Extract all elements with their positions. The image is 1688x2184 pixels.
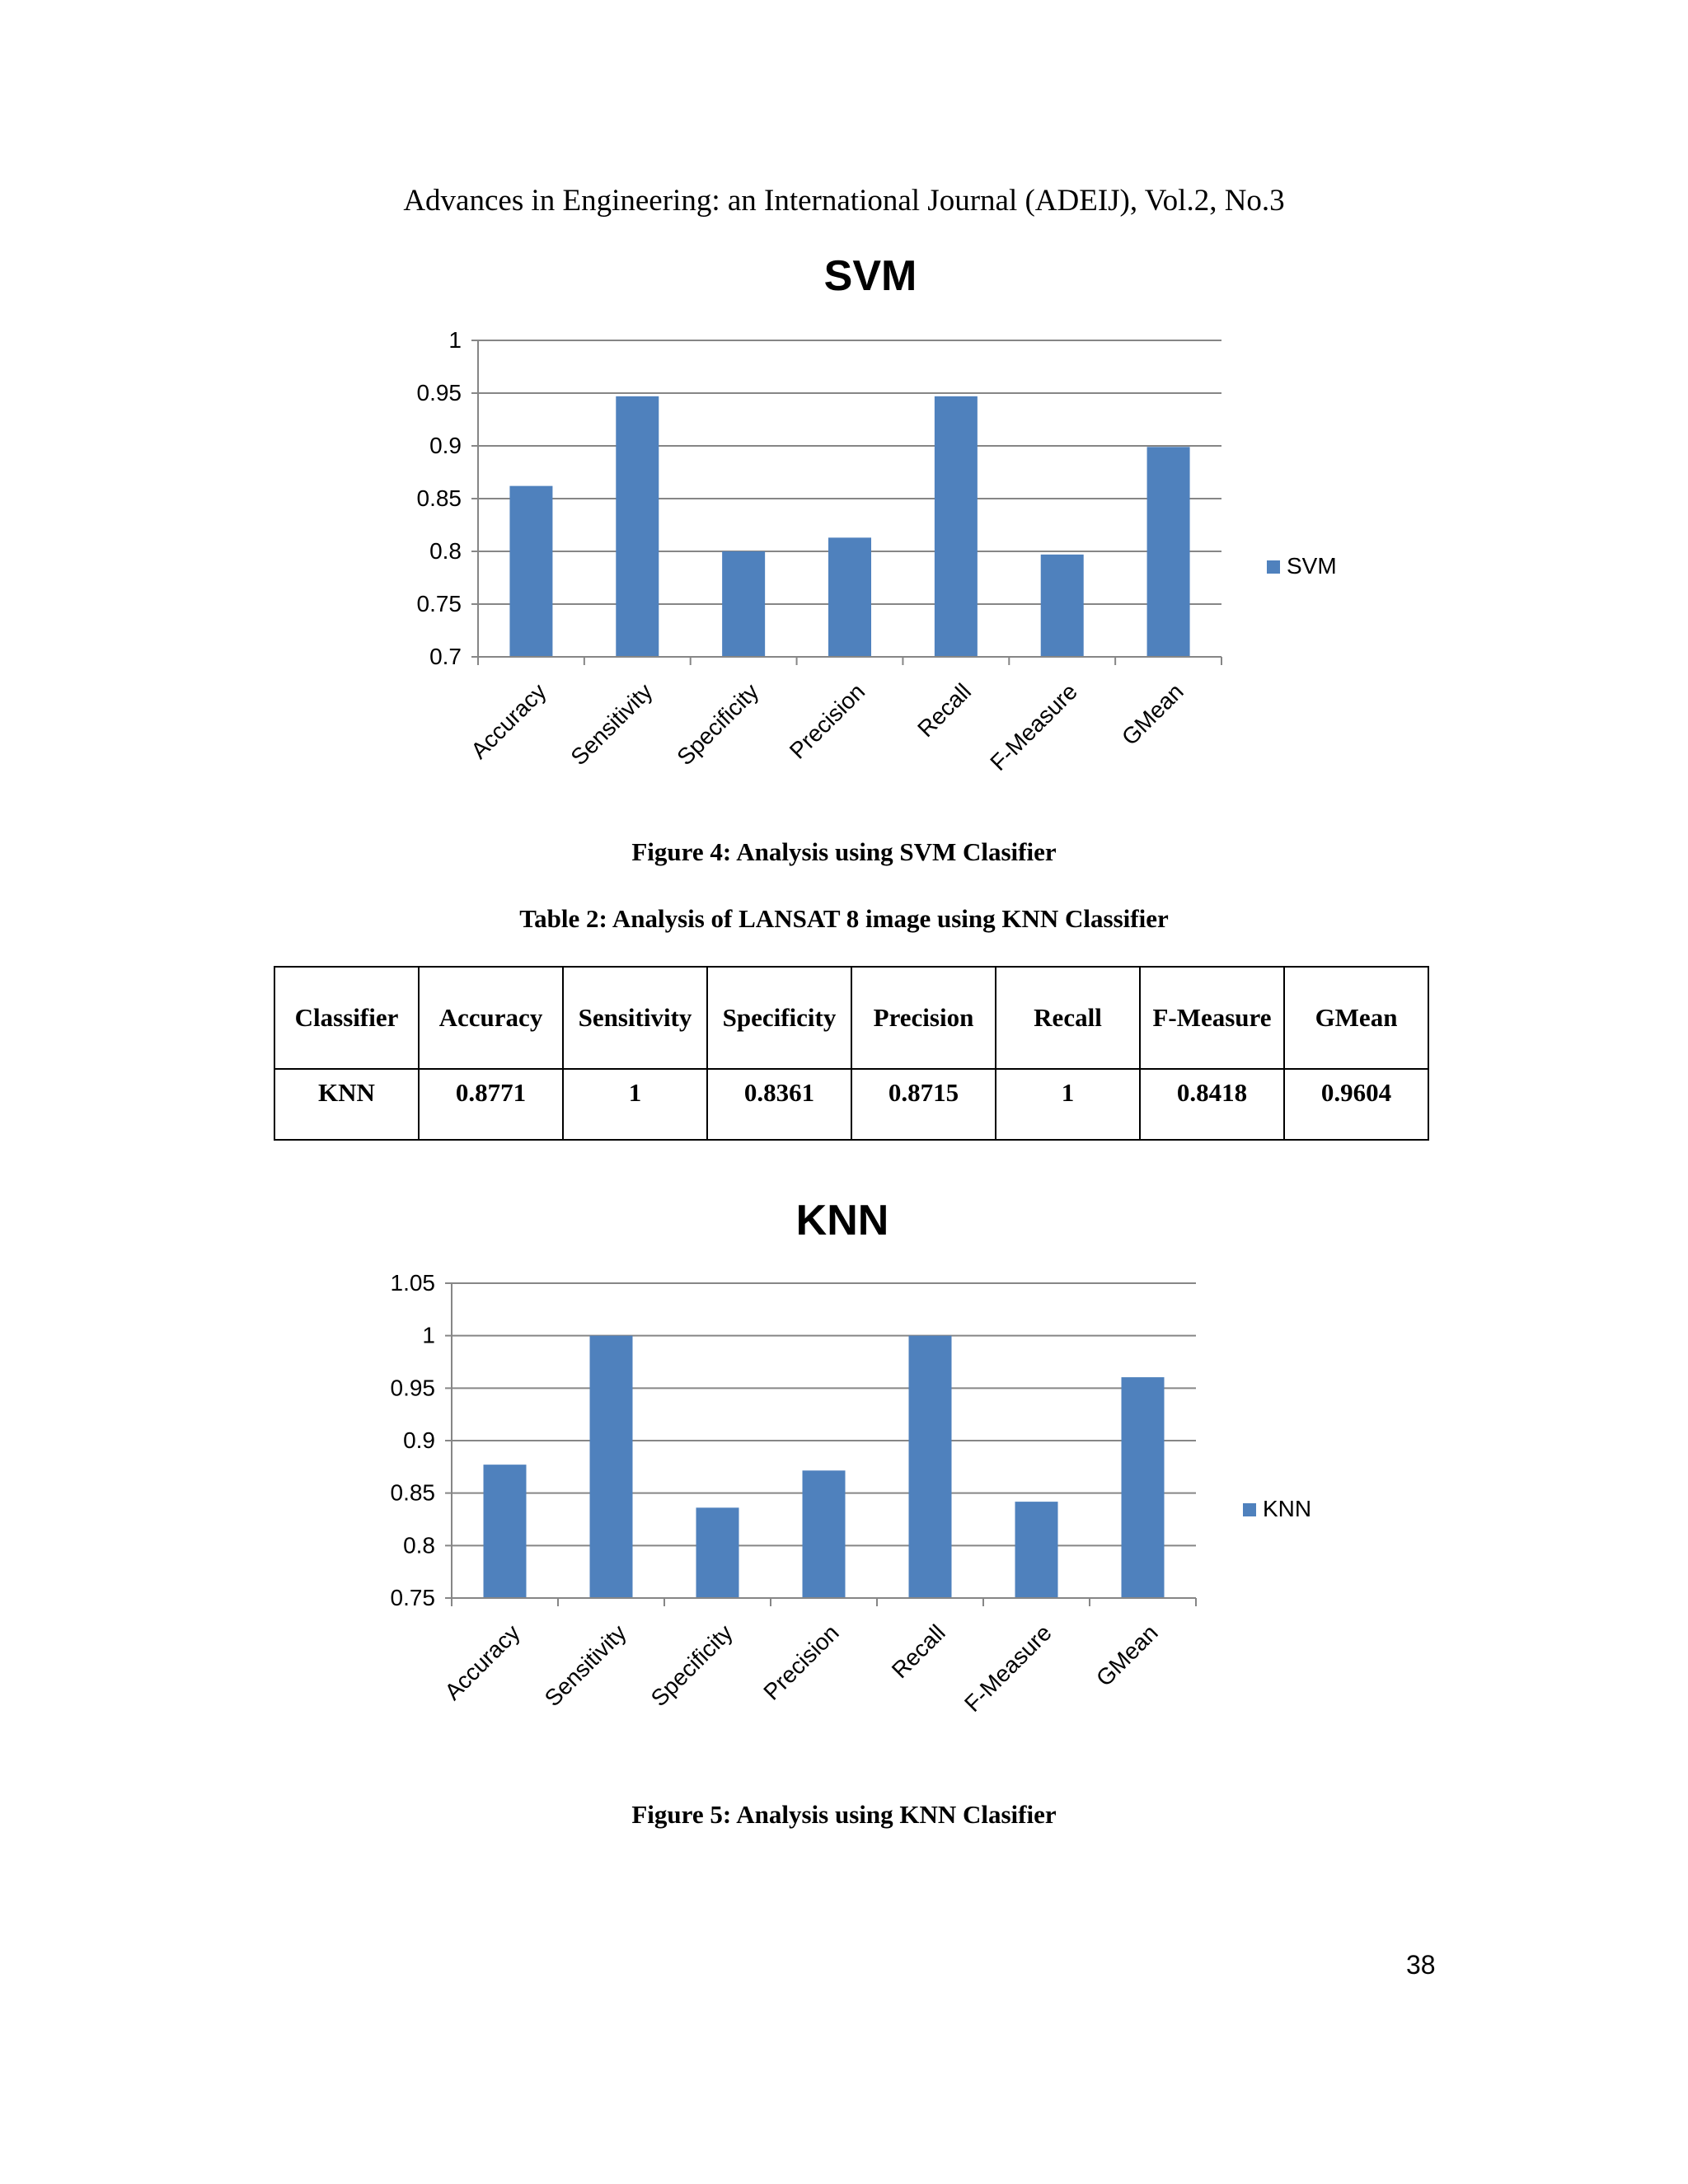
table-cell: KNN (274, 1068, 420, 1141)
legend-swatch (1267, 560, 1280, 574)
bar (1146, 447, 1190, 657)
bar (722, 551, 766, 657)
table-cell: 0.8361 (706, 1068, 852, 1141)
bar (1040, 554, 1084, 657)
table-cell: 0.8771 (418, 1068, 564, 1141)
figure-4-caption: Figure 4: Analysis using SVM Clasifier (631, 837, 1057, 866)
table-cell: 0.8715 (851, 1068, 996, 1141)
y-tick-label: 0.75 (391, 1585, 436, 1610)
x-tick-label: GMean (1117, 678, 1189, 750)
y-tick-label: 0.7 (429, 644, 462, 669)
y-tick-label: 0.95 (391, 1375, 436, 1400)
x-tick-label: Precision (785, 678, 870, 763)
y-tick-label: 0.85 (417, 485, 462, 511)
y-tick-label: 0.8 (429, 538, 462, 564)
table-header-cell: Sensitivity (562, 966, 708, 1070)
table-2-caption: Table 2: Analysis of LANSAT 8 image usin… (519, 904, 1169, 933)
bar (696, 1507, 739, 1598)
y-tick-label: 1 (422, 1323, 435, 1348)
x-tick-label: Sensitivity (540, 1619, 631, 1711)
x-tick-label: F-Measure (985, 678, 1082, 776)
bar (908, 1335, 952, 1598)
bar (616, 396, 659, 657)
figure-5-caption: Figure 5: Analysis using KNN Clasifier (631, 1800, 1057, 1829)
y-tick-label: 1 (448, 327, 462, 353)
table-header-cell: Specificity (706, 966, 852, 1070)
x-tick-label: Accuracy (466, 678, 551, 763)
bar (509, 485, 553, 657)
x-tick-label: F-Measure (959, 1619, 1057, 1717)
table-cell: 1 (562, 1068, 708, 1141)
x-tick-label: GMean (1091, 1619, 1163, 1691)
knn-results-table: Classifier Accuracy Sensitivity Specific… (274, 966, 1429, 1141)
x-tick-label: Specificity (672, 678, 763, 770)
chart-svg: KNN 0.75 0.8 0.85 0.9 0.95 1 1.05 Accuracy Sensit… (391, 1197, 1312, 1717)
chart-svg: SVM 0.7 0.75 0.8 0.85 0.9 0.95 1 Accuracy Sensiti… (417, 252, 1337, 776)
table-header-row: Classifier Accuracy Sensitivity Specific… (274, 966, 1429, 1070)
y-tick-label: 0.85 (391, 1480, 436, 1506)
page-number: 38 (1406, 1950, 1436, 1980)
table-header-cell: GMean (1283, 966, 1429, 1070)
chart-title: KNN (796, 1197, 889, 1244)
table-header-cell: F-Measure (1139, 966, 1285, 1070)
bar (802, 1470, 846, 1598)
table-cell: 1 (995, 1068, 1141, 1141)
y-tick-label: 1.05 (391, 1270, 436, 1296)
bar (589, 1335, 633, 1598)
table-header-cell: Accuracy (418, 966, 564, 1070)
table-row: KNN 0.8771 1 0.8361 0.8715 1 0.8418 0.96… (274, 1068, 1429, 1141)
chart-title: SVM (824, 252, 917, 300)
table-cell: 0.8418 (1139, 1068, 1285, 1141)
y-tick-label: 0.95 (417, 380, 462, 405)
table-cell: 0.9604 (1283, 1068, 1429, 1141)
bar (934, 396, 978, 657)
bar (828, 537, 871, 657)
legend-label: KNN (1263, 1496, 1311, 1521)
table-header-cell: Classifier (274, 966, 420, 1070)
legend-label: SVM (1287, 553, 1337, 579)
x-tick-label: Precision (758, 1619, 843, 1704)
bar (483, 1465, 527, 1598)
x-tick-label: Recall (887, 1619, 950, 1683)
journal-header: Advances in Engineering: an Internationa… (403, 184, 1285, 218)
table-header-cell: Recall (995, 966, 1141, 1070)
table-header-cell: Precision (851, 966, 996, 1070)
y-tick-label: 0.8 (403, 1532, 435, 1558)
bar (1121, 1377, 1165, 1598)
x-tick-label: Accuracy (439, 1619, 524, 1704)
x-tick-label: Specificity (646, 1619, 738, 1711)
x-tick-label: Sensitivity (565, 678, 657, 770)
x-tick-label: Recall (912, 678, 976, 742)
legend-swatch (1243, 1503, 1256, 1516)
y-tick-label: 0.9 (429, 433, 462, 458)
bar (1015, 1502, 1058, 1598)
y-tick-label: 0.9 (403, 1427, 435, 1453)
y-tick-label: 0.75 (417, 591, 462, 616)
